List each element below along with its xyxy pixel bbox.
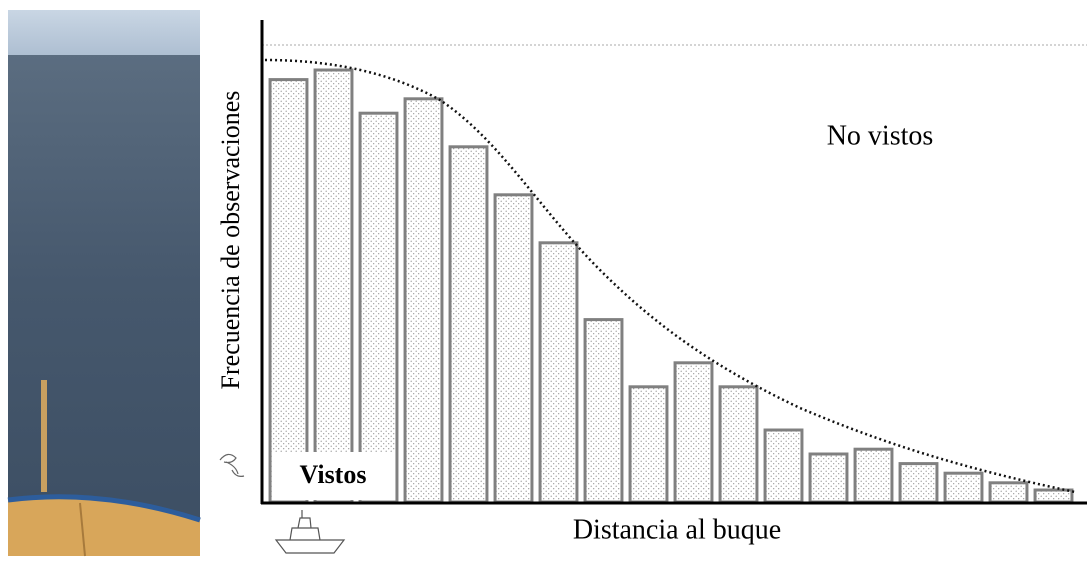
- bar: [1033, 488, 1074, 504]
- x-axis-label: Distancia al buque: [573, 514, 781, 545]
- annotation: No vistos: [827, 120, 934, 151]
- bar: [358, 111, 399, 504]
- bar: [988, 481, 1029, 504]
- bar: [493, 193, 534, 504]
- bars: [268, 68, 1074, 504]
- bar: [718, 385, 759, 504]
- label-box: [272, 452, 395, 500]
- bar: [448, 145, 489, 504]
- bar: [808, 452, 849, 504]
- bar: [538, 241, 579, 504]
- bar: [313, 68, 354, 504]
- bar: [628, 385, 669, 504]
- annotation: Vistos: [300, 460, 367, 489]
- y-axis-label: Frecuencia de observaciones: [216, 91, 245, 390]
- bar: [673, 361, 714, 504]
- ship-icon: [274, 510, 346, 554]
- bar: [943, 471, 984, 504]
- ocean-photo: [7, 10, 201, 557]
- bar: [583, 318, 624, 504]
- bar: [898, 462, 939, 504]
- bar: [853, 447, 894, 504]
- bar: [403, 97, 444, 504]
- bar: [763, 428, 804, 504]
- bar: [268, 78, 309, 504]
- bird-icon: [219, 453, 245, 477]
